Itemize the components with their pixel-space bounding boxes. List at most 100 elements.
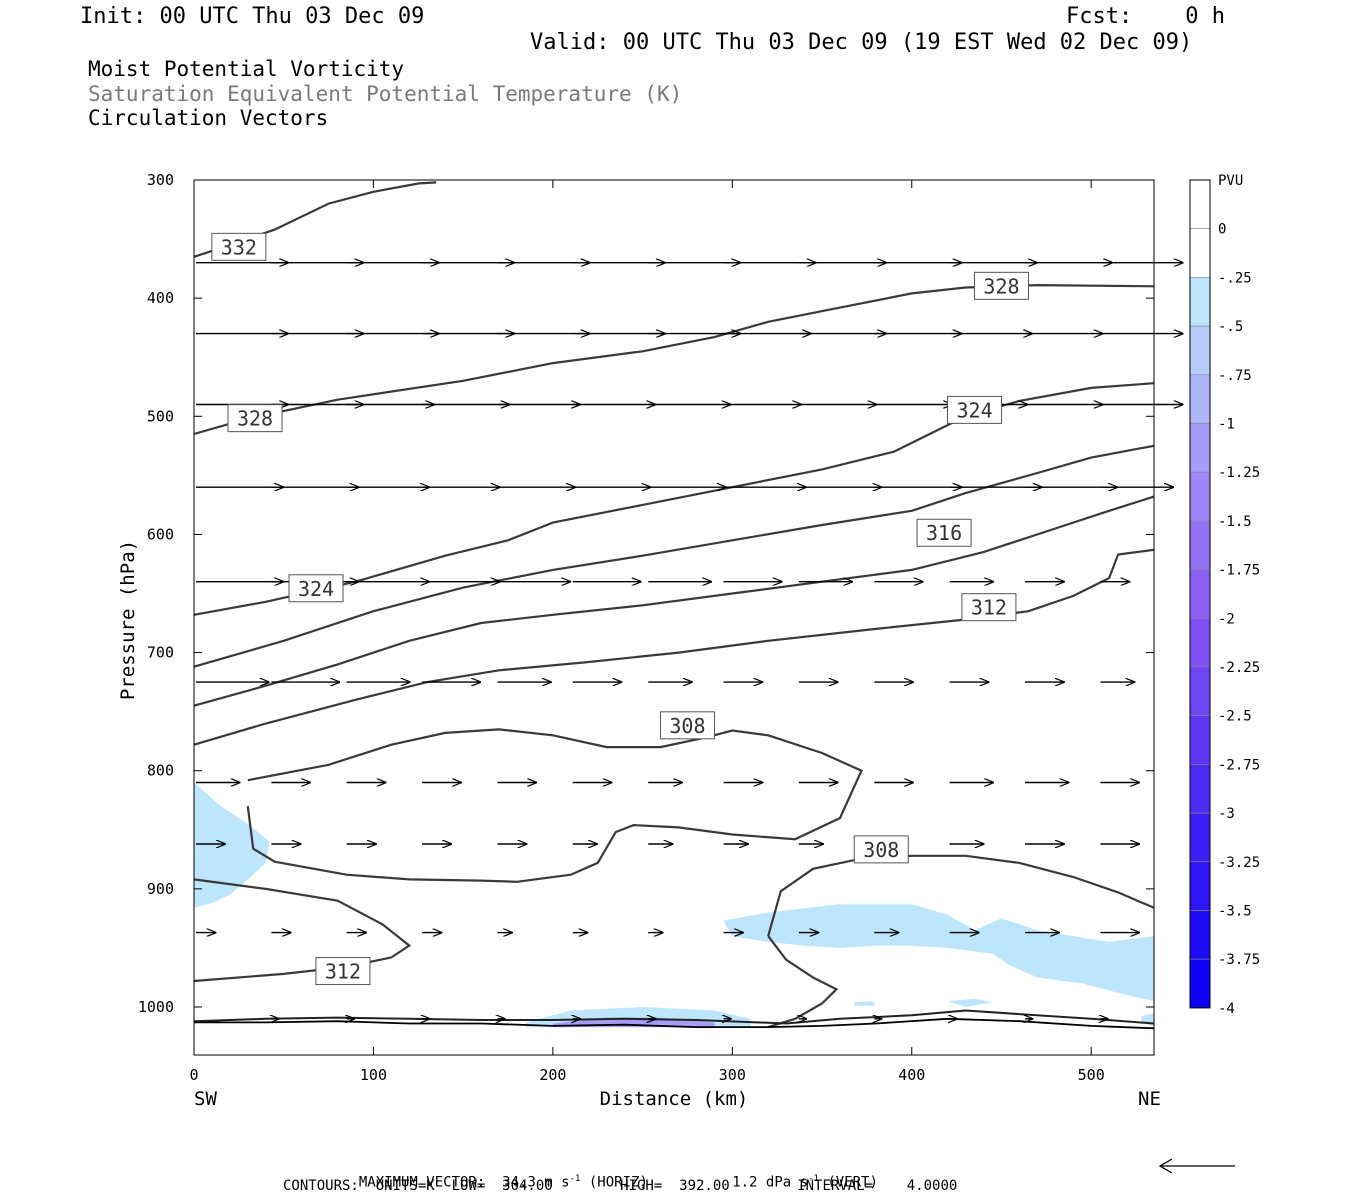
circulation-vector-layer <box>196 263 1183 1019</box>
surface-contour <box>194 1017 1155 1030</box>
colorbar-label: 0 <box>1218 222 1226 238</box>
colorbar-swatch <box>1189 958 1211 1009</box>
contour-label-box <box>211 232 267 261</box>
colorbar-label: -1.5 <box>1218 514 1252 530</box>
colorbar-label: -2.5 <box>1218 709 1252 725</box>
x-tick-label: 100 <box>360 1066 387 1084</box>
colorbar-swatch <box>1189 617 1211 668</box>
plot-frame <box>193 179 1155 1056</box>
contour-label: 324 <box>298 577 334 601</box>
colorbar-label: -3 <box>1218 806 1235 822</box>
colorbar-swatch <box>1189 764 1211 814</box>
contour-label: 312 <box>971 596 1007 620</box>
colorbar-swatch <box>1189 374 1211 424</box>
contour-label: 308 <box>863 838 899 862</box>
max-vector-vert: 1.2 dPa s <box>732 1174 809 1191</box>
contour-label-box <box>288 574 344 603</box>
x-tick-label: 500 <box>1078 1066 1105 1084</box>
x-axis-label: Distance (km) <box>600 1088 749 1110</box>
pv-shade-region <box>947 998 993 1007</box>
colorbar-swatch <box>1189 812 1211 863</box>
contour-label: 328 <box>237 407 273 431</box>
colorbar-label: -1.75 <box>1218 563 1260 579</box>
surface-contour <box>193 1009 1155 1025</box>
colorbar-unit: PVU <box>1218 173 1243 189</box>
axis-ticks: 0 100 200 300 400 500 300 400 500 600 700 800 900 100… <box>138 171 1154 1084</box>
colorbar-swatch <box>1189 423 1211 473</box>
colorbar-swatch <box>1189 666 1211 717</box>
y-tick-label: 800 <box>147 762 174 780</box>
contour-label-box <box>853 835 909 864</box>
colorbar-swatch <box>1189 179 1211 230</box>
contour-label: 312 <box>325 960 361 984</box>
max-vector-line: MAXIMUM VECTOR: 34.3 m s-1 (HORIZ) 1.2 d… <box>358 1174 878 1191</box>
contour-info: CONTOURS: UNITS=K LOW= 304.00 HIGH= 392.… <box>283 1178 958 1194</box>
max-vector-horiz: 34.3 m s <box>502 1174 570 1191</box>
colorbar-label: -3.5 <box>1218 904 1252 920</box>
field-title-pv: Moist Potential Vorticity <box>88 57 405 81</box>
field-title-vectors: Circulation Vectors <box>88 106 329 130</box>
colorbar-label: -3.75 <box>1218 952 1260 968</box>
colorbar-swatch <box>1189 325 1211 376</box>
theta-contour <box>193 878 412 983</box>
colorbar-label: -1.25 <box>1218 465 1260 481</box>
theta-contour <box>767 854 1155 937</box>
y-tick-label: 600 <box>147 525 174 543</box>
colorbar-label: -2.75 <box>1218 757 1260 773</box>
colorbar-label: -4 <box>1218 1001 1235 1017</box>
y-tick-label: 500 <box>147 407 174 425</box>
theta-contour <box>246 728 863 883</box>
field-title-theta: Saturation Equivalent Potential Temperat… <box>88 82 683 106</box>
theta-contour <box>193 283 1155 436</box>
y-tick-label: 700 <box>147 644 174 662</box>
colorbar-swatch <box>1189 228 1211 278</box>
x-left-label: SW <box>194 1088 217 1110</box>
theta-contour <box>193 444 1155 668</box>
colorbar: PVU 0 -.25 -.5 -.75 -1 -1.25 -1.5 -1.75 -2 -2.25 -2… <box>1189 173 1260 1017</box>
contour-label: 324 <box>956 398 992 422</box>
pv-shade-region <box>854 1001 876 1006</box>
pv-shading-layer <box>194 782 1154 1028</box>
colorbar-swatch <box>1189 910 1211 960</box>
colorbar-label: -3.25 <box>1218 855 1260 871</box>
colorbar-label: -2 <box>1218 611 1235 627</box>
colorbar-label: -.25 <box>1218 270 1252 286</box>
y-tick-label: 1000 <box>138 998 174 1016</box>
colorbar-swatch <box>1189 277 1211 327</box>
contour-label-box <box>916 518 972 547</box>
x-tick-label: 200 <box>539 1066 566 1084</box>
contour-label: 316 <box>926 521 962 545</box>
colorbar-swatch <box>1189 715 1211 765</box>
contour-label-box <box>227 404 283 433</box>
colorbar-label: -1 <box>1218 417 1235 433</box>
x-tick-label: 400 <box>898 1066 925 1084</box>
pv-shade-region <box>194 782 270 908</box>
x-right-label: NE <box>1138 1088 1161 1110</box>
init-time: Init: 00 UTC Thu 03 Dec 09 <box>80 4 425 29</box>
contour-label-box <box>659 711 715 740</box>
theta-contour <box>193 495 1155 707</box>
colorbar-label: -2.25 <box>1218 660 1260 676</box>
contour-label-box <box>947 395 1003 424</box>
contour-label-box <box>961 593 1017 622</box>
max-vector-label: MAXIMUM VECTOR: <box>358 1174 486 1191</box>
y-axis-label: Pressure (hPa) <box>117 540 139 700</box>
max-vector-arrowhead <box>1158 1158 1173 1174</box>
contour-label: 328 <box>983 274 1019 298</box>
x-tick-label: 300 <box>719 1066 746 1084</box>
valid-time: Valid: 00 UTC Thu 03 Dec 09 (19 EST Wed … <box>530 30 1193 55</box>
colorbar-swatch <box>1189 471 1211 522</box>
colorbar-frame <box>1189 179 1211 1009</box>
contour-label-box <box>315 957 371 986</box>
colorbar-swatch <box>1189 861 1211 911</box>
pv-shade-region <box>723 904 1154 1002</box>
y-tick-label: 300 <box>147 171 174 189</box>
colorbar-label: -.75 <box>1218 368 1252 384</box>
contour-label-layer: 332 328 328 324 316 324 312 308 308 312 <box>211 232 1029 986</box>
colorbar-swatch <box>1189 569 1211 619</box>
colorbar-label: -.5 <box>1218 319 1243 335</box>
contour-label: 308 <box>669 714 705 738</box>
contour-label-box <box>973 271 1029 300</box>
contour-label: 332 <box>221 235 257 259</box>
